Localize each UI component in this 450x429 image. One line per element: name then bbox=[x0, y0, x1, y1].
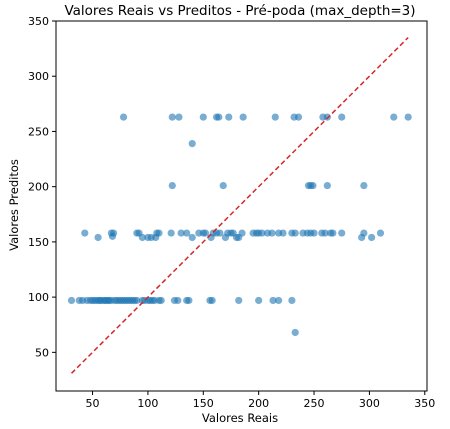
data-point bbox=[279, 229, 287, 237]
data-point bbox=[271, 113, 279, 121]
data-point bbox=[199, 113, 207, 121]
y-tick-label: 50 bbox=[35, 346, 49, 359]
data-point bbox=[238, 229, 246, 237]
data-point bbox=[255, 296, 263, 305]
x-tick-label: 150 bbox=[193, 397, 214, 410]
data-point bbox=[329, 229, 337, 237]
data-point bbox=[177, 229, 185, 237]
data-point bbox=[155, 229, 163, 237]
ticks-layer: 50 100 150 200 250 300 350 50 100 150 200 250 300 350 bbox=[28, 15, 435, 410]
x-tick-label: 100 bbox=[137, 397, 158, 410]
data-point bbox=[268, 229, 276, 237]
data-point bbox=[309, 181, 317, 190]
y-tick-label: 200 bbox=[28, 181, 49, 194]
data-point bbox=[321, 229, 329, 237]
data-point bbox=[294, 113, 303, 121]
data-point bbox=[175, 113, 183, 121]
data-point bbox=[275, 296, 283, 305]
data-point bbox=[119, 113, 128, 121]
data-point bbox=[109, 229, 118, 237]
data-point bbox=[168, 181, 176, 190]
data-point bbox=[323, 181, 331, 190]
data-point bbox=[360, 181, 368, 190]
data-point bbox=[310, 229, 318, 237]
points-layer bbox=[67, 113, 412, 337]
data-point bbox=[183, 229, 191, 237]
x-tick-label: 350 bbox=[414, 397, 435, 410]
data-point bbox=[376, 229, 385, 237]
data-point bbox=[208, 296, 216, 305]
y-tick-label: 300 bbox=[28, 70, 49, 83]
x-axis-label: Valores Reais bbox=[202, 411, 278, 425]
data-point bbox=[133, 296, 141, 305]
data-point bbox=[338, 113, 346, 121]
data-point bbox=[239, 113, 247, 121]
data-point bbox=[67, 296, 76, 305]
data-point bbox=[138, 233, 146, 242]
data-point bbox=[235, 296, 243, 305]
data-point bbox=[81, 229, 89, 237]
data-point bbox=[216, 229, 224, 237]
data-point bbox=[94, 233, 102, 242]
data-point bbox=[288, 296, 296, 305]
y-tick-label: 250 bbox=[28, 125, 49, 138]
data-point bbox=[201, 229, 210, 237]
data-point bbox=[291, 328, 299, 337]
y-tick-label: 100 bbox=[28, 291, 49, 304]
data-point bbox=[360, 229, 368, 237]
data-point bbox=[167, 229, 175, 237]
data-point bbox=[390, 113, 398, 121]
data-point bbox=[323, 113, 331, 121]
data-point bbox=[404, 113, 412, 121]
y-axis-label: Valores Preditos bbox=[7, 159, 21, 251]
y-tick-label: 350 bbox=[28, 15, 49, 28]
x-tick-label: 50 bbox=[86, 397, 100, 410]
data-point bbox=[157, 296, 165, 305]
data-point bbox=[219, 181, 227, 190]
data-point bbox=[291, 229, 299, 237]
data-point bbox=[338, 229, 346, 237]
data-point bbox=[215, 113, 223, 121]
data-point bbox=[225, 113, 233, 121]
data-point bbox=[188, 233, 196, 242]
reference-line-layer bbox=[70, 37, 409, 374]
chart-title: Valores Reais vs Preditos - Pré-poda (ma… bbox=[64, 3, 415, 19]
x-tick-label: 200 bbox=[248, 397, 269, 410]
data-point bbox=[174, 296, 182, 305]
x-tick-label: 250 bbox=[304, 397, 325, 410]
data-point bbox=[368, 233, 376, 242]
y-tick-label: 150 bbox=[28, 236, 49, 249]
data-point bbox=[258, 229, 266, 237]
data-point bbox=[185, 296, 193, 305]
data-point bbox=[269, 296, 277, 305]
reference-line bbox=[70, 37, 409, 374]
data-point bbox=[168, 113, 176, 121]
plot-area-frame bbox=[55, 20, 428, 392]
data-point bbox=[188, 139, 196, 148]
x-tick-label: 300 bbox=[359, 397, 380, 410]
